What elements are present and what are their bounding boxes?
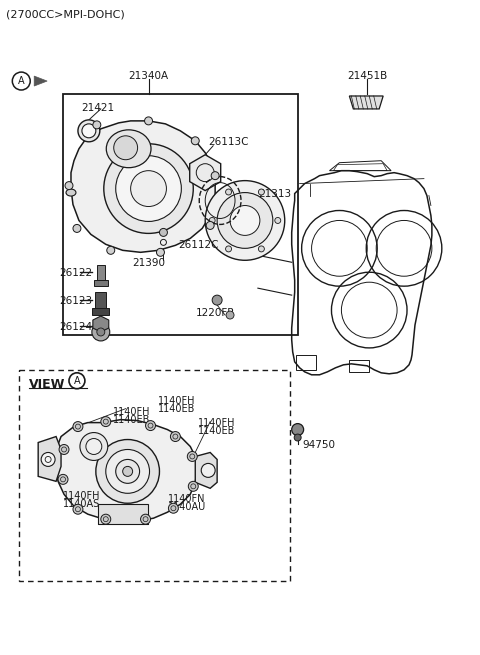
Circle shape bbox=[92, 323, 110, 341]
Circle shape bbox=[104, 144, 193, 233]
Circle shape bbox=[226, 246, 231, 252]
Ellipse shape bbox=[66, 189, 76, 196]
Text: 1140FH: 1140FH bbox=[113, 407, 150, 417]
Circle shape bbox=[82, 124, 96, 138]
Text: 21313: 21313 bbox=[258, 189, 291, 198]
Bar bbox=[296, 355, 315, 370]
Text: 1140EB: 1140EB bbox=[198, 426, 236, 436]
Circle shape bbox=[58, 474, 68, 484]
Text: 1140AS: 1140AS bbox=[63, 499, 100, 510]
Circle shape bbox=[93, 121, 101, 129]
Circle shape bbox=[123, 466, 132, 476]
Circle shape bbox=[145, 421, 156, 430]
Circle shape bbox=[78, 120, 100, 141]
Circle shape bbox=[114, 136, 138, 160]
Circle shape bbox=[217, 193, 273, 248]
Text: 1140EB: 1140EB bbox=[157, 403, 195, 414]
Circle shape bbox=[116, 459, 140, 483]
Text: 21340A: 21340A bbox=[129, 71, 168, 81]
Bar bbox=[94, 280, 108, 286]
Circle shape bbox=[226, 189, 231, 195]
Text: 26124: 26124 bbox=[59, 322, 92, 332]
Circle shape bbox=[170, 432, 180, 441]
Circle shape bbox=[156, 248, 165, 256]
Text: 1140FN: 1140FN bbox=[168, 495, 206, 504]
Circle shape bbox=[211, 172, 219, 179]
Polygon shape bbox=[195, 453, 217, 489]
Circle shape bbox=[212, 295, 222, 305]
Polygon shape bbox=[34, 76, 47, 86]
Text: 26112C: 26112C bbox=[179, 240, 219, 250]
Polygon shape bbox=[93, 316, 109, 332]
Polygon shape bbox=[38, 436, 61, 481]
Circle shape bbox=[187, 451, 197, 461]
Circle shape bbox=[144, 117, 153, 125]
Polygon shape bbox=[56, 420, 197, 521]
Bar bbox=[98, 504, 147, 524]
Text: 1140FH: 1140FH bbox=[63, 491, 100, 501]
Circle shape bbox=[86, 439, 102, 455]
Text: 26122: 26122 bbox=[59, 269, 92, 278]
Circle shape bbox=[141, 514, 151, 524]
Circle shape bbox=[106, 449, 150, 493]
Text: A: A bbox=[18, 76, 24, 86]
Circle shape bbox=[230, 206, 260, 235]
Text: 21421: 21421 bbox=[81, 103, 114, 113]
Text: 94750: 94750 bbox=[302, 440, 336, 449]
Circle shape bbox=[292, 424, 304, 436]
Circle shape bbox=[226, 311, 234, 319]
Circle shape bbox=[107, 246, 115, 254]
Bar bbox=[97, 265, 105, 280]
Circle shape bbox=[73, 225, 81, 233]
Circle shape bbox=[205, 181, 285, 260]
Circle shape bbox=[41, 453, 55, 466]
Circle shape bbox=[96, 440, 159, 503]
Text: 1140FH: 1140FH bbox=[198, 418, 236, 428]
Circle shape bbox=[168, 503, 179, 514]
Polygon shape bbox=[71, 121, 215, 252]
Text: VIEW: VIEW bbox=[29, 378, 66, 391]
Circle shape bbox=[294, 434, 301, 441]
Text: 1140AU: 1140AU bbox=[168, 502, 207, 512]
Circle shape bbox=[73, 504, 83, 514]
Text: (2700CC>MPI-DOHC): (2700CC>MPI-DOHC) bbox=[6, 9, 125, 20]
Text: 1140EB: 1140EB bbox=[113, 415, 150, 424]
Circle shape bbox=[258, 246, 264, 252]
Polygon shape bbox=[190, 155, 221, 191]
Text: 26113C: 26113C bbox=[208, 137, 249, 147]
Circle shape bbox=[116, 156, 181, 221]
Bar bbox=[63, 94, 298, 335]
Bar bbox=[95, 292, 106, 308]
Circle shape bbox=[192, 137, 199, 145]
Circle shape bbox=[65, 181, 73, 189]
Text: A: A bbox=[73, 376, 80, 386]
Bar bbox=[349, 360, 369, 372]
Circle shape bbox=[258, 189, 264, 195]
Circle shape bbox=[101, 514, 111, 524]
Circle shape bbox=[188, 481, 198, 491]
Text: 26123: 26123 bbox=[59, 296, 92, 306]
Circle shape bbox=[209, 217, 215, 223]
Bar bbox=[92, 308, 109, 315]
Circle shape bbox=[59, 445, 69, 455]
Text: 1220FR: 1220FR bbox=[196, 308, 236, 318]
Ellipse shape bbox=[106, 130, 151, 168]
Circle shape bbox=[159, 229, 168, 236]
Circle shape bbox=[101, 417, 111, 426]
Circle shape bbox=[80, 432, 108, 460]
Circle shape bbox=[97, 328, 105, 336]
Polygon shape bbox=[349, 96, 383, 109]
Circle shape bbox=[275, 217, 281, 223]
Text: 21451B: 21451B bbox=[347, 71, 387, 81]
Text: 21390: 21390 bbox=[132, 258, 166, 269]
Circle shape bbox=[206, 221, 214, 229]
Circle shape bbox=[131, 171, 167, 206]
Bar bbox=[19, 370, 290, 581]
Circle shape bbox=[201, 464, 215, 477]
Text: 1140FH: 1140FH bbox=[157, 396, 195, 405]
Circle shape bbox=[73, 422, 83, 432]
